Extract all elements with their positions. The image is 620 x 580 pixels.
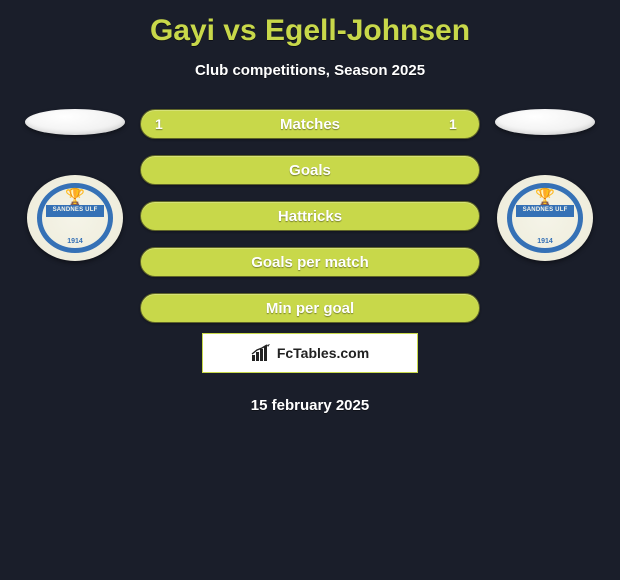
stat-row-matches: 1 Matches 1: [140, 109, 480, 139]
brand-text: FcTables.com: [277, 345, 369, 361]
stat-label: Goals: [289, 162, 331, 179]
stat-row-min-per-goal: Min per goal: [140, 293, 480, 323]
stat-left-value: 1: [155, 116, 171, 132]
left-player-column: 🏆 SANDNES ULF 1914: [15, 109, 135, 261]
club-logo-left: 🏆 SANDNES ULF 1914: [27, 175, 123, 261]
club-name: SANDNES ULF: [497, 207, 593, 213]
subtitle: Club competitions, Season 2025: [0, 62, 620, 79]
stat-row-goals: Goals: [140, 155, 480, 185]
comparison-panel: 🏆 SANDNES ULF 1914 1 Matches 1 Goals Hat…: [0, 109, 620, 323]
stat-label: Goals per match: [251, 254, 369, 271]
club-year: 1914: [497, 238, 593, 245]
brand-badge: FcTables.com: [202, 333, 418, 373]
player-photo-placeholder: [495, 109, 595, 135]
stat-row-hattricks: Hattricks: [140, 201, 480, 231]
player-photo-placeholder: [25, 109, 125, 135]
stat-right-value: 1: [449, 116, 465, 132]
stat-label: Hattricks: [278, 208, 342, 225]
stat-label: Min per goal: [266, 300, 354, 317]
page-title: Gayi vs Egell-Johnsen: [0, 0, 620, 48]
snapshot-date: 15 february 2025: [0, 397, 620, 414]
chart-icon: [251, 344, 273, 362]
stats-column: 1 Matches 1 Goals Hattricks Goals per ma…: [135, 109, 485, 323]
stat-row-goals-per-match: Goals per match: [140, 247, 480, 277]
trophy-icon: 🏆: [27, 187, 123, 207]
club-name: SANDNES ULF: [27, 207, 123, 213]
trophy-icon: 🏆: [497, 187, 593, 207]
club-year: 1914: [27, 238, 123, 245]
stat-label: Matches: [280, 116, 340, 133]
club-logo-right: 🏆 SANDNES ULF 1914: [497, 175, 593, 261]
right-player-column: 🏆 SANDNES ULF 1914: [485, 109, 605, 261]
